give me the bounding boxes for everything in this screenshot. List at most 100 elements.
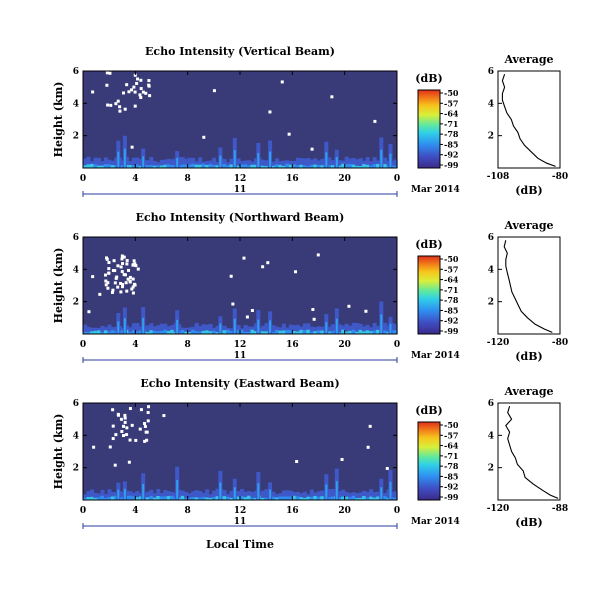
echo-cell (149, 165, 154, 168)
month-label: Mar 2014 (411, 517, 460, 527)
echo-cell (89, 327, 95, 334)
colorbar-tick-label: -64 (444, 275, 459, 285)
echo-cell (351, 329, 356, 334)
missing-data-cell (287, 132, 291, 136)
echo-cell (358, 497, 363, 500)
echo-cell (271, 491, 276, 500)
missing-data-cell (115, 275, 119, 279)
echo-cell (180, 157, 185, 168)
missing-data-cell (125, 426, 129, 430)
echo-spike-core (389, 323, 392, 334)
echo-cell (159, 496, 164, 500)
echo-cell (215, 488, 220, 500)
echo-spike-core (219, 323, 222, 334)
echo-cell (320, 496, 325, 500)
y-tick-label: 4 (73, 431, 79, 441)
echo-cell (191, 497, 196, 500)
echo-cell (166, 158, 171, 168)
echo-cell (100, 161, 105, 168)
echo-cell (149, 330, 154, 334)
missing-data-cell (268, 110, 272, 114)
echo-cell (240, 489, 245, 500)
echo-spike-core (335, 318, 338, 334)
missing-data-cell (145, 438, 149, 442)
echo-cell (253, 323, 259, 334)
echo-cell (159, 330, 164, 334)
echo-cell (383, 330, 388, 334)
missing-data-cell (116, 264, 120, 268)
missing-data-cell (130, 88, 134, 92)
colorbar-tick-label: -57 (444, 98, 458, 108)
echo-cell (358, 329, 363, 334)
echo-cell (344, 323, 349, 334)
echo-cell (128, 495, 133, 500)
echo-cell (330, 324, 335, 334)
colorbar-tick-label: -99 (444, 326, 459, 336)
echo-cell (327, 497, 332, 500)
echo-cell (215, 165, 220, 168)
echo-cell (278, 161, 283, 168)
echo-cell (316, 160, 321, 168)
echo-cell (274, 158, 279, 168)
echo-cell (383, 322, 388, 334)
echo-cell (320, 330, 325, 334)
echo-cell (302, 491, 307, 500)
echo-cell (355, 159, 360, 168)
echo-cell (86, 164, 91, 168)
missing-data-cell (122, 424, 126, 428)
echo-spike-core (123, 148, 126, 168)
echo-cell (131, 330, 136, 334)
echo-cell (184, 498, 189, 500)
echo-cell (128, 491, 133, 500)
missing-data-cell (107, 271, 111, 275)
missing-data-cell (98, 292, 102, 296)
echo-spike-core (389, 481, 392, 500)
missing-data-cell (141, 90, 145, 94)
missing-data-cell (139, 87, 143, 91)
x-tick-label: 20 (338, 506, 351, 516)
echo-cell (135, 164, 140, 168)
echo-cell (271, 325, 276, 334)
echo-cell (271, 331, 276, 334)
x-tick-label: 20 (338, 340, 351, 350)
echo-spike-core (380, 149, 383, 168)
echo-cell (372, 491, 377, 500)
colorbar-tick-label: -57 (444, 264, 458, 274)
missing-data-cell (125, 259, 129, 263)
echo-cell (100, 495, 105, 500)
echo-spike-core (142, 483, 145, 500)
echo-cell (205, 489, 210, 500)
missing-data-cell (130, 287, 134, 291)
colorbar-unit: (dB) (415, 72, 442, 85)
colorbar-tick-label: -78 (444, 129, 459, 139)
missing-data-cell (120, 254, 124, 258)
missing-data-cell (91, 90, 95, 94)
missing-data-cell (120, 430, 124, 434)
echo-cell (376, 496, 381, 500)
echo-cell (281, 496, 286, 500)
echo-spike-core (142, 317, 145, 334)
echo-cell (177, 324, 182, 334)
echo-cell (201, 330, 206, 334)
missing-data-cell (128, 438, 132, 442)
echo-cell (260, 490, 266, 500)
echo-cell (246, 326, 252, 334)
echo-cell (320, 326, 325, 334)
echo-cell (260, 159, 266, 168)
echo-cell (278, 330, 283, 334)
echo-cell (288, 496, 293, 500)
echo-cell (344, 164, 349, 168)
profile-x-tick-label: -80 (552, 172, 568, 182)
echo-cell (89, 331, 95, 334)
echo-cell (93, 157, 98, 168)
echo-cell (229, 158, 234, 168)
echo-cell (110, 330, 115, 334)
echo-cell (306, 323, 311, 334)
echo-cell (327, 165, 332, 168)
echo-cell (138, 326, 143, 334)
missing-data-cell (127, 90, 131, 94)
missing-data-cell (138, 93, 142, 97)
echo-cell (107, 496, 112, 500)
echo-spike-core (325, 152, 328, 168)
echo-cell (369, 496, 374, 500)
